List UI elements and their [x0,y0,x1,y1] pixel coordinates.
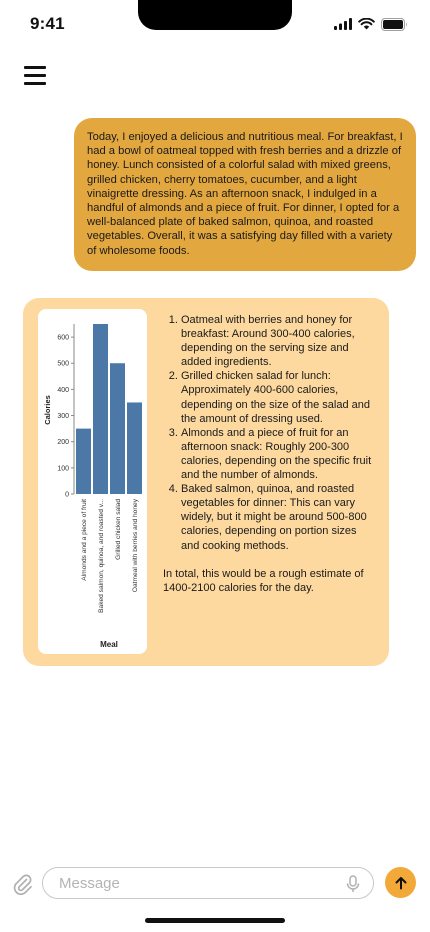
home-indicator [145,918,285,923]
estimate-item-breakfast: Oatmeal with berries and honey for break… [181,313,375,369]
chart-bar [93,324,108,494]
chart-x-tick-label: Oatmeal with berries and honey [132,498,139,592]
message-input[interactable] [42,867,374,899]
calorie-chart: 0 100 200 300 400 500 600 Almonds and a piece … [38,309,147,654]
menu-icon [24,66,46,69]
arrow-up-icon [395,876,406,889]
chart-y-tick-label: 0 [65,492,69,499]
user-message-text: Today, I enjoyed a delicious and nutriti… [87,131,403,257]
assistant-message-bubble: 0 100 200 300 400 500 600 Almonds and a piece … [23,298,389,666]
chart-y-tick-label: 200 [57,439,69,446]
chart-bar [110,363,125,494]
chart-x-tick-label: Grilled chicken salad [115,499,122,560]
estimate-item-lunch: Grilled chicken salad for lunch: Approxi… [181,369,375,425]
calorie-bar-chart: 0 100 200 300 400 500 600 Almonds and a piece … [43,324,142,649]
chart-y-tick-label: 100 [57,465,69,472]
user-message-bubble: Today, I enjoyed a delicious and nutriti… [74,118,416,271]
send-button[interactable] [385,867,416,898]
estimate-item-dinner: Baked salmon, quinoa, and roasted vegeta… [181,482,375,552]
menu-icon-bar [24,74,46,77]
calorie-estimate-list: Oatmeal with berries and honey for break… [163,313,375,553]
estimate-item-snack: Almonds and a piece of fruit for an afte… [181,426,375,482]
wifi-icon [358,18,375,30]
paperclip-icon[interactable] [11,872,33,896]
device-notch [138,0,292,30]
chart-y-tick-label: 300 [57,413,69,420]
chart-bar [127,402,142,494]
chart-y-tick-label: 500 [57,361,69,368]
status-icons [334,17,408,31]
assistant-answer: Oatmeal with berries and honey for break… [163,313,375,595]
cellular-signal-icon [334,18,352,30]
chart-x-axis-title: Meal [100,640,118,649]
chart-y-tick-label: 400 [57,387,69,394]
battery-icon [381,17,407,31]
chart-bar [76,428,91,494]
message-composer [0,864,430,904]
menu-icon-bar [24,82,46,85]
chart-x-tick-label: Baked salmon, quinoa, and roasted v... [98,499,105,613]
estimate-summary: In total, this would be a rough estimate… [163,567,364,594]
menu-button[interactable] [24,66,46,86]
chart-y-tick-label: 600 [57,335,69,342]
microphone-icon[interactable] [346,875,360,893]
chart-y-axis-title: Calories [43,395,52,425]
chart-x-tick-label: Almonds and a piece of fruit [81,499,88,581]
status-bar: 9:41 [0,0,430,50]
status-time: 9:41 [30,14,65,33]
